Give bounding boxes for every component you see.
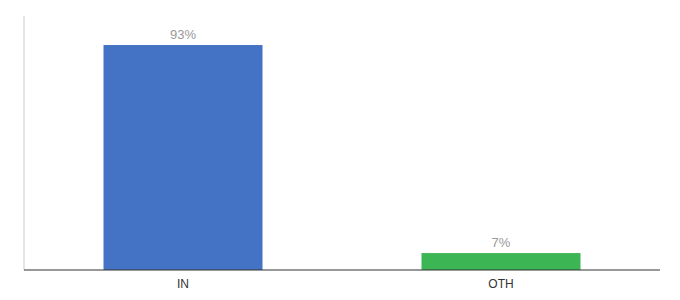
bar — [104, 45, 263, 270]
plot-area: IN OTH 93% 7% — [24, 16, 660, 291]
x-tick-label: IN — [177, 277, 189, 291]
x-tick-label: OTH — [488, 277, 513, 291]
x-axis-line — [24, 269, 660, 270]
chart-svg: IN OTH 93% 7% — [0, 0, 680, 300]
chart-container: IN OTH 93% 7% — [0, 0, 680, 300]
bar — [422, 253, 581, 270]
bars — [104, 45, 581, 270]
y-axis-line — [24, 16, 25, 270]
data-label: 93% — [170, 27, 196, 42]
data-label: 7% — [492, 235, 511, 250]
